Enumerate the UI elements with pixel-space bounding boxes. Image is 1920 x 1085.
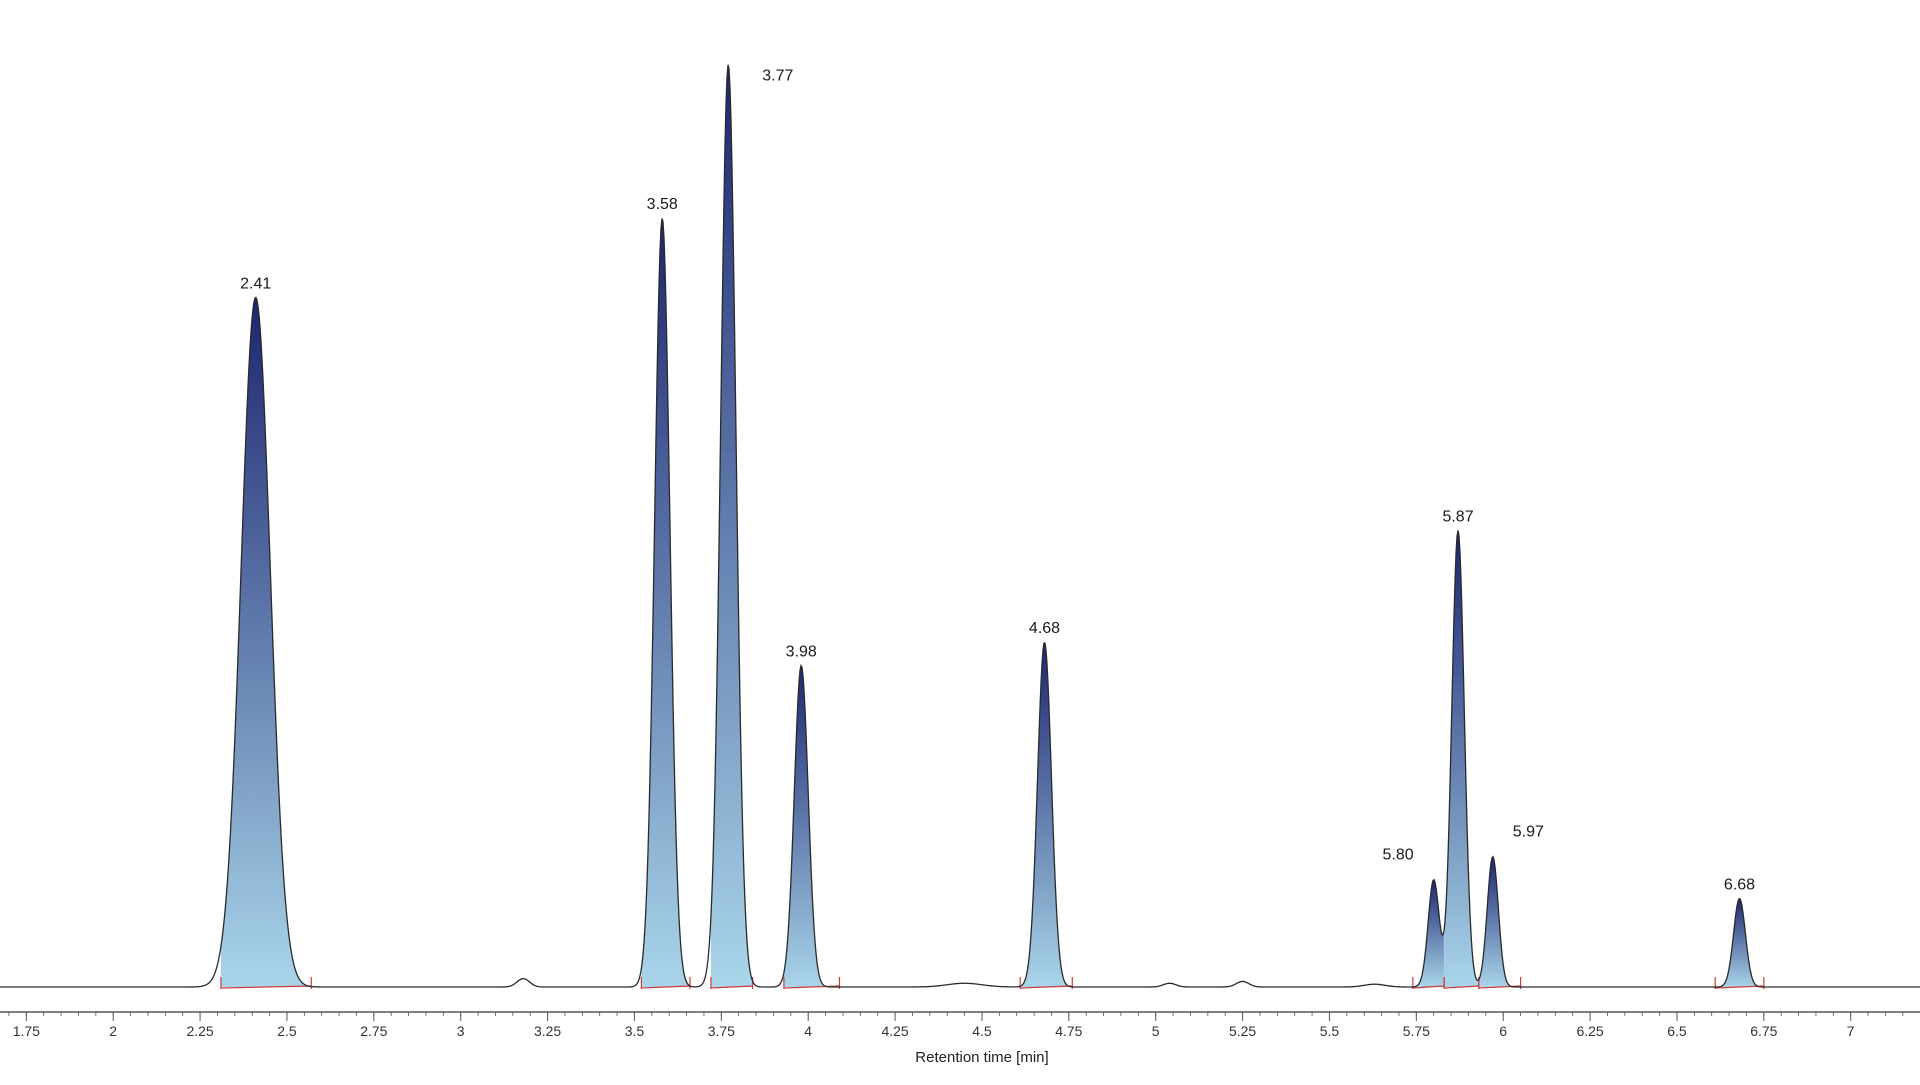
- baseline-4.68: [1020, 985, 1073, 989]
- x-tick-label: 6.25: [1576, 1023, 1603, 1039]
- x-tick-label: 2.25: [186, 1023, 213, 1039]
- peak-fill-4.68: [1020, 642, 1073, 987]
- x-tick-label: 5: [1152, 1023, 1160, 1039]
- x-tick-label: 6.5: [1667, 1023, 1687, 1039]
- x-tick-label: 3: [457, 1023, 465, 1039]
- x-tick-label: 3.75: [708, 1023, 735, 1039]
- baseline-3.58: [641, 985, 691, 989]
- peak-label-2.41: 2.41: [240, 275, 271, 292]
- peak-label-3.98: 3.98: [786, 643, 817, 660]
- baseline-3.77: [710, 985, 753, 989]
- peak-label-5.87: 5.87: [1442, 508, 1473, 525]
- peak-label-6.68: 6.68: [1724, 876, 1755, 893]
- peak-label-3.58: 3.58: [647, 196, 678, 213]
- baseline-5.80: [1412, 985, 1445, 989]
- baseline-2.41: [220, 985, 312, 989]
- chromatogram-trace: [0, 64, 1920, 988]
- x-tick-label: 7: [1847, 1023, 1855, 1039]
- x-tick-label: 4: [804, 1023, 812, 1039]
- peak-label-5.80: 5.80: [1383, 847, 1414, 864]
- peak-fill-5.87: [1444, 530, 1479, 987]
- peak-labels: 2.41 3.58 3.77 3.98 4.68 5.80 5.87 5.97 6.68: [240, 67, 1755, 893]
- peak-label-4.68: 4.68: [1029, 620, 1060, 637]
- x-tick-label: 5.25: [1229, 1023, 1256, 1039]
- x-tick-label: 3.25: [534, 1023, 561, 1039]
- x-tick-label: 4.75: [1055, 1023, 1082, 1039]
- x-tick-label: 4.25: [881, 1023, 908, 1039]
- peak-fills: [220, 64, 1764, 987]
- peak-label-5.97: 5.97: [1513, 824, 1544, 841]
- peak-fill-3.98: [783, 665, 840, 987]
- peak-fill-3.58: [641, 218, 691, 987]
- x-tick-label: 5.75: [1403, 1023, 1430, 1039]
- x-tick-label: 6: [1499, 1023, 1507, 1039]
- x-axis: 1.75 2 2.25 2.5 2.75 3 3.25 3.5 3.75 4 4.25 4.5 4.75…: [0, 1011, 1920, 1066]
- x-tick-label: 5.5: [1320, 1023, 1340, 1039]
- x-tick-label: 1.75: [13, 1023, 40, 1039]
- peak-label-3.77: 3.77: [762, 67, 793, 84]
- x-tick-label: 4.5: [972, 1023, 992, 1039]
- x-tick-label: 3.5: [625, 1023, 645, 1039]
- x-tick-label: 2: [109, 1023, 117, 1039]
- x-tick-label: 2.5: [277, 1023, 297, 1039]
- x-tick-label: 6.75: [1750, 1023, 1777, 1039]
- peak-fill-6.68: [1715, 898, 1764, 987]
- peak-fill-3.77: [710, 64, 753, 987]
- peak-fill-5.80: [1412, 879, 1445, 987]
- peak-fill-2.41: [220, 297, 312, 987]
- x-tick-label: 2.75: [360, 1023, 387, 1039]
- x-axis-ticks: 1.75 2 2.25 2.5 2.75 3 3.25 3.5 3.75 4 4.25 4.5 4.75…: [8, 1012, 1904, 1039]
- baseline-6.68: [1715, 985, 1764, 989]
- x-axis-title: Retention time [min]: [915, 1049, 1048, 1066]
- baseline-5.87: [1444, 985, 1479, 989]
- peak-fill-5.97: [1478, 856, 1521, 987]
